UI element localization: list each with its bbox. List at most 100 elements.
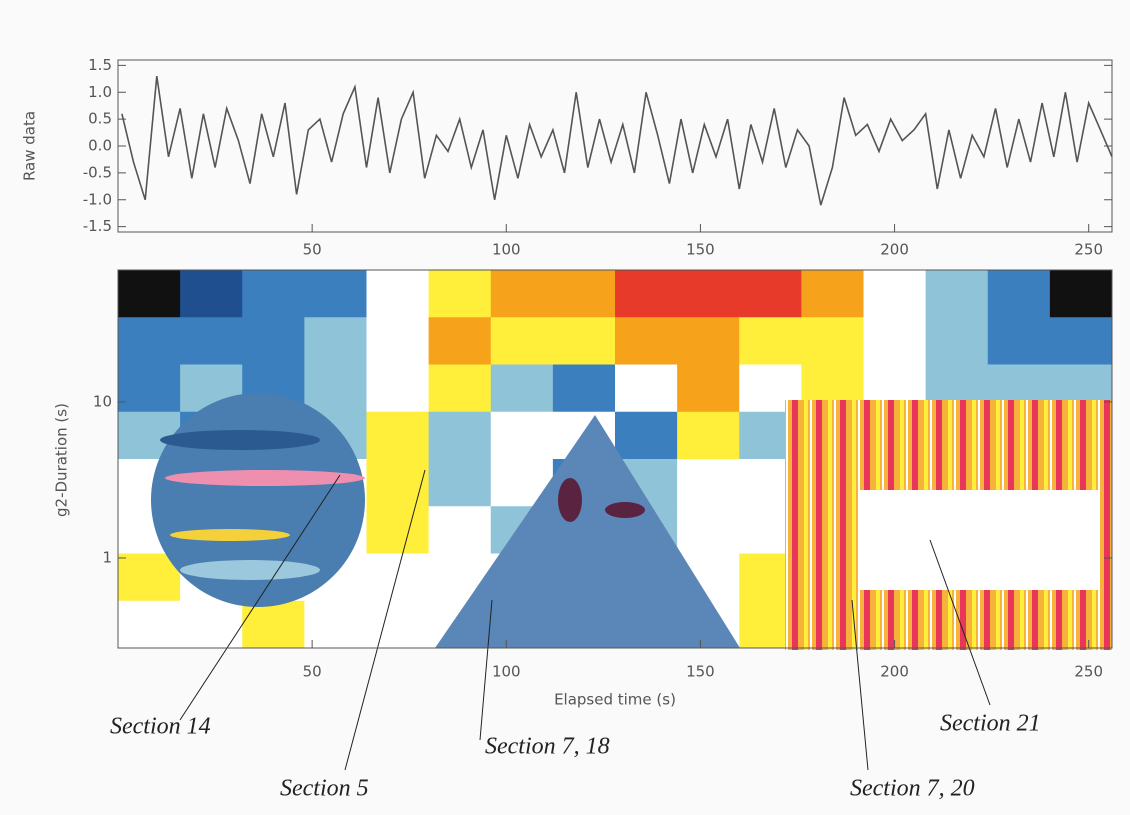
inset-stripe xyxy=(165,470,365,486)
heat-cell xyxy=(739,317,802,365)
y-tick-label: 1.0 xyxy=(88,83,112,101)
inset-stripe xyxy=(180,560,320,580)
heat-cell xyxy=(180,317,243,365)
x-tick-label: 250 xyxy=(1074,663,1103,681)
annotation: Section 21 xyxy=(940,711,1041,737)
heat-cell xyxy=(925,270,989,318)
x-tick-label: 150 xyxy=(686,241,715,259)
heat-cell xyxy=(428,459,492,507)
heat-cell xyxy=(490,270,554,318)
heat-cell xyxy=(739,270,802,318)
heat-cell xyxy=(428,364,492,413)
heat-cell xyxy=(490,411,554,460)
annotations: Section 14 Section 5 Section 7, 18 Secti… xyxy=(110,469,1041,802)
y-tick-label: -1.0 xyxy=(83,190,112,208)
annotation: Section 14 xyxy=(110,714,211,740)
heat-cell xyxy=(863,270,927,318)
heat-cell xyxy=(242,270,305,318)
heat-cell xyxy=(118,600,181,649)
inset-triangle xyxy=(435,415,740,648)
heat-cell xyxy=(677,506,740,554)
inset-white-rect xyxy=(860,490,1100,590)
heat-cell xyxy=(490,364,554,413)
heat-cell xyxy=(366,506,430,554)
inset-blob xyxy=(605,502,645,518)
y-tick-label: 0.0 xyxy=(88,137,112,155)
heat-cell xyxy=(552,270,616,318)
heat-cell xyxy=(615,364,678,413)
heat-cell xyxy=(304,364,367,413)
heat-cell xyxy=(118,364,181,413)
heat-cell xyxy=(118,270,181,318)
heat-cell xyxy=(987,317,1051,365)
annotation-line xyxy=(344,469,426,771)
heat-cell xyxy=(677,364,740,413)
annotation-line xyxy=(851,599,869,771)
heat-cell xyxy=(801,317,864,365)
x-axis-label: Elapsed time (s) xyxy=(554,691,676,709)
heat-cell xyxy=(118,553,181,602)
heat-cell xyxy=(242,600,305,649)
heat-cell xyxy=(428,506,492,554)
heat-cell xyxy=(1049,317,1113,365)
inset-stripe xyxy=(170,529,290,541)
data-line xyxy=(121,75,1113,206)
x-tick-label: 50 xyxy=(303,241,322,259)
heat-cell xyxy=(366,553,430,602)
annotation: Section 5 xyxy=(280,776,369,802)
heat-cell xyxy=(677,411,740,460)
heat-cell xyxy=(863,317,927,365)
x-tick-label: 100 xyxy=(492,241,521,259)
heat-cell xyxy=(428,270,492,318)
heat-cell xyxy=(801,270,864,318)
heat-cell xyxy=(366,459,430,507)
heat-cell xyxy=(677,317,740,365)
y-tick-label: 1.5 xyxy=(88,56,112,74)
y-tick-label: -0.5 xyxy=(83,163,112,181)
x-tick-label: 150 xyxy=(686,663,715,681)
inset-blob xyxy=(558,478,582,522)
heat-cell xyxy=(552,364,616,413)
heat-cell xyxy=(490,317,554,365)
heat-cell xyxy=(242,317,305,365)
annotation: Section 7, 20 xyxy=(850,776,975,802)
heat-cell xyxy=(366,411,430,460)
heat-cell xyxy=(366,317,430,365)
y-axis-label: Raw data xyxy=(21,111,39,181)
annotation: Section 7, 18 xyxy=(485,734,610,760)
x-tick-label: 100 xyxy=(492,663,521,681)
heat-cell xyxy=(677,270,740,318)
heat-cell xyxy=(677,459,740,507)
heat-cell xyxy=(1049,270,1113,318)
annotation-line xyxy=(929,539,991,706)
heat-cell xyxy=(615,270,678,318)
y-tick-label: 1 xyxy=(102,548,112,566)
annotation-line xyxy=(479,599,493,741)
inset-overlays xyxy=(151,393,1112,650)
heat-cell xyxy=(118,317,181,365)
heat-cell xyxy=(987,270,1051,318)
heat-cell xyxy=(366,364,430,413)
x-tick-label: 200 xyxy=(880,663,909,681)
heat-cell xyxy=(304,270,367,318)
heat-cell xyxy=(925,317,989,365)
y-tick-label: -1.5 xyxy=(83,217,112,235)
x-tick-label: 250 xyxy=(1074,241,1103,259)
annotation-line xyxy=(179,474,341,721)
y-tick-label: 0.5 xyxy=(88,110,112,128)
heat-cell xyxy=(428,317,492,365)
heat-cell xyxy=(180,270,243,318)
heat-cell xyxy=(304,317,367,365)
heat-cell xyxy=(366,270,430,318)
heat-cell xyxy=(428,411,492,460)
plot-frame xyxy=(117,269,1113,649)
x-tick-label: 200 xyxy=(880,241,909,259)
x-tick-label: 50 xyxy=(303,663,322,681)
y-tick-label: 10 xyxy=(93,392,112,410)
heat-cell xyxy=(552,317,616,365)
heat-cell xyxy=(304,600,367,649)
inset-stripe xyxy=(160,430,320,450)
y-axis-label: g2-Duration (s) xyxy=(53,403,71,517)
heat-cell xyxy=(366,600,430,649)
